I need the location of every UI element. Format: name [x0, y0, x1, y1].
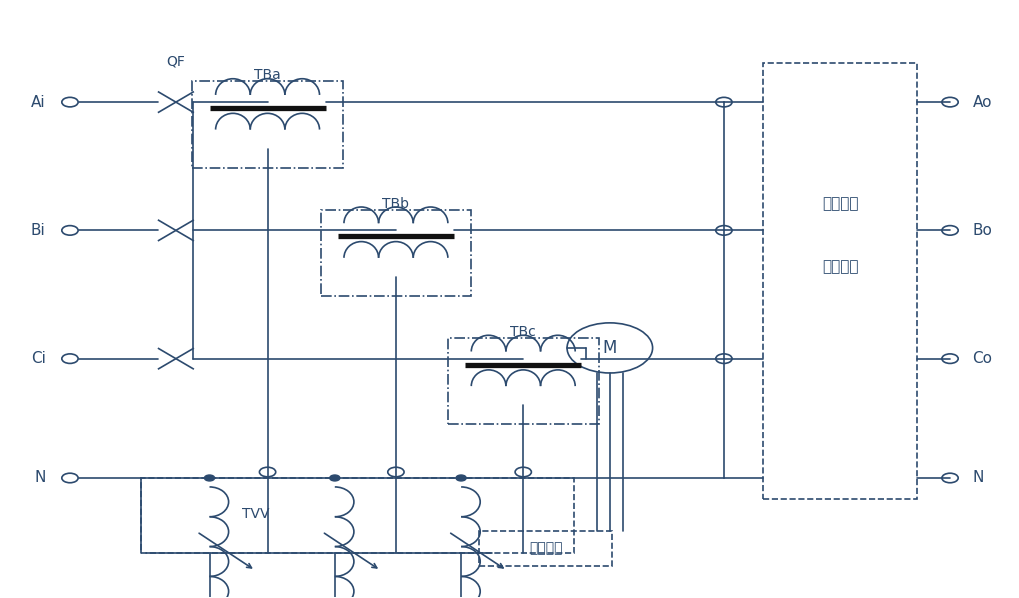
Bar	[320, 209, 471, 296]
Text: 延时供电: 延时供电	[821, 196, 857, 211]
Circle shape	[455, 475, 466, 481]
Bar	[192, 81, 342, 168]
Text: Ci: Ci	[31, 351, 46, 366]
Text: TBb: TBb	[382, 197, 409, 210]
Text: Ai: Ai	[31, 94, 46, 109]
Bar	[447, 338, 598, 425]
Bar	[141, 478, 574, 553]
Text: N: N	[34, 471, 46, 486]
Text: TBa: TBa	[254, 68, 280, 83]
Text: 控制系统: 控制系统	[529, 541, 561, 556]
Text: Ao: Ao	[971, 94, 990, 109]
Text: QF: QF	[166, 54, 185, 69]
Text: N: N	[971, 471, 983, 486]
Circle shape	[204, 475, 214, 481]
Text: M: M	[602, 339, 616, 357]
Text: TVV: TVV	[242, 507, 269, 521]
Text: 保护单元: 保护单元	[821, 259, 857, 274]
Text: Bi: Bi	[31, 223, 46, 238]
Text: TBc: TBc	[510, 325, 536, 339]
Bar	[762, 63, 916, 499]
Text: Co: Co	[971, 351, 991, 366]
Circle shape	[329, 475, 339, 481]
Text: Bo: Bo	[971, 223, 991, 238]
Bar	[479, 531, 611, 566]
